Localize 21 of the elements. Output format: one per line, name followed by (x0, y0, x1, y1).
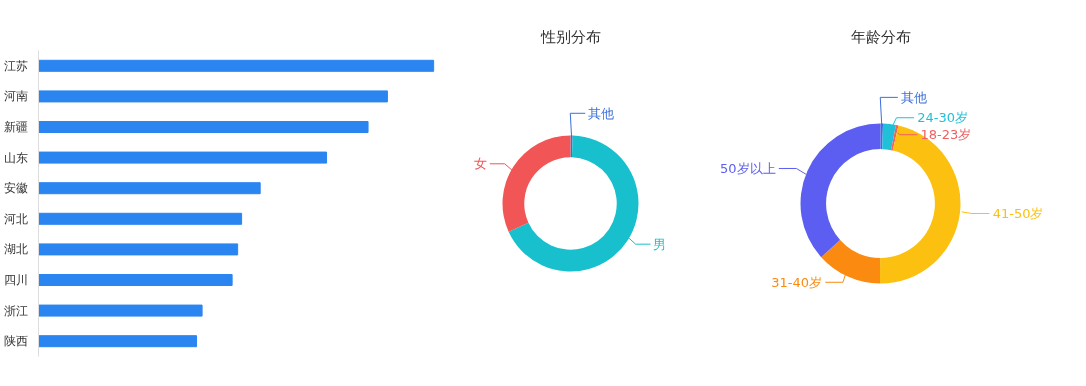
slice-label: 女 (474, 156, 488, 172)
y-tick-label: 安徽 (3, 181, 28, 196)
chart-title: 年龄分布 (850, 27, 911, 46)
y-tick-label: 河北 (3, 211, 28, 226)
chart-title: 性别分布 (539, 27, 601, 46)
y-tick-label: 湖北 (3, 242, 28, 257)
y-tick-label: 江苏 (3, 58, 28, 73)
y-tick-label: 新疆 (3, 120, 28, 134)
y-tick-label: 河南 (3, 89, 28, 104)
slice-label: 41-50岁 (992, 206, 1044, 222)
slice-label: 18-23岁 (920, 127, 972, 143)
y-tick-label: 陕西 (3, 334, 28, 349)
slice-label: 50岁以上 (720, 160, 776, 176)
slice-label: 其他 (901, 89, 928, 105)
y-tick-label: 四川 (3, 273, 28, 287)
y-tick-label: 山东 (3, 150, 28, 165)
slice-label: 男 (653, 236, 667, 252)
slice-label: 31-40岁 (771, 274, 823, 290)
y-tick-label: 浙江 (3, 303, 28, 318)
slice-label: 其他 (587, 105, 614, 121)
slice-label: 24-30岁 (917, 110, 969, 126)
